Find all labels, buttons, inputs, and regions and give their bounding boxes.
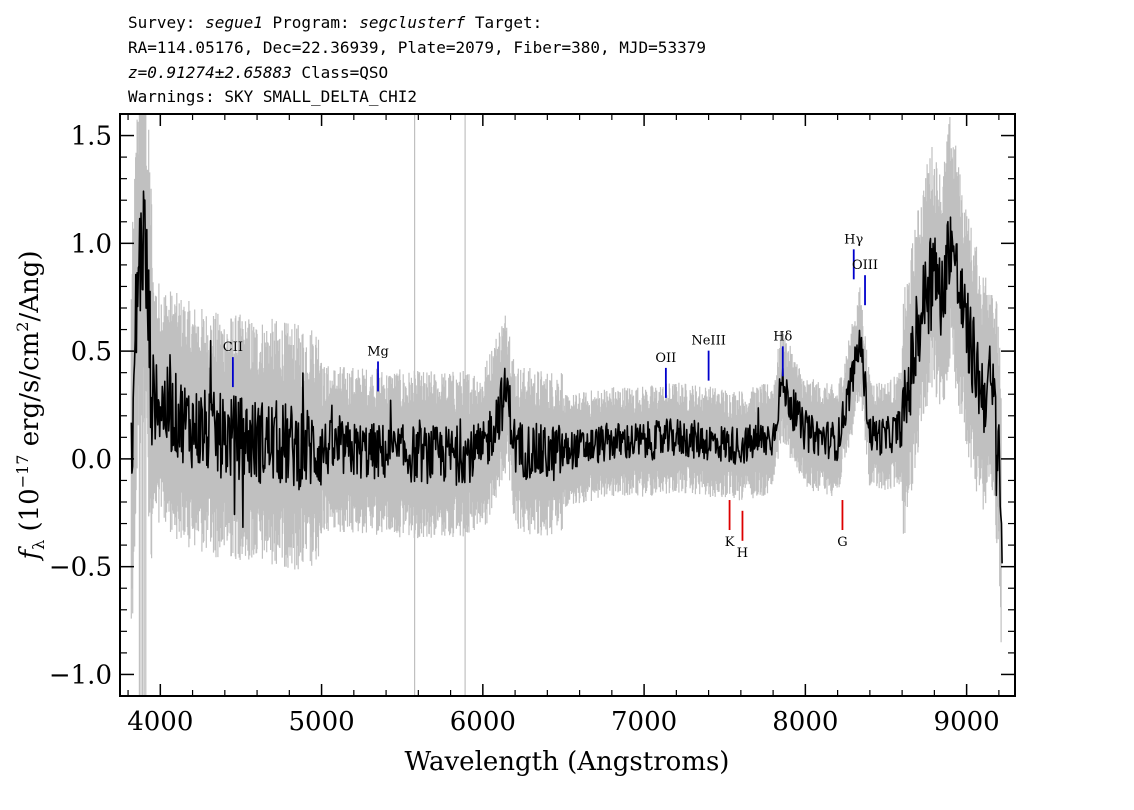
redshift-value: z=0.91274±2.65883: [128, 63, 292, 82]
line-label-hγ: Hγ: [844, 232, 863, 247]
line-label-oii: OII: [655, 351, 676, 366]
y-axis-title: fλ (10−17 erg/s/cm2/Ang): [13, 250, 48, 561]
header-line-3: z=0.91274±2.65883 Class=QSO: [128, 62, 388, 84]
line-label-k: K: [725, 535, 735, 550]
y-tick-label: 1.5: [71, 122, 112, 152]
program-label: Program:: [272, 13, 350, 32]
plot-frame: [119, 113, 1016, 697]
x-tick-label: 8000: [772, 707, 838, 737]
survey-label: Survey:: [128, 13, 196, 32]
line-label-hδ: Hδ: [773, 329, 792, 344]
program-name: segclusterf: [359, 13, 466, 32]
y-tick-label: 1.0: [71, 229, 112, 259]
x-tick-label: 7000: [611, 707, 677, 737]
line-label-mg: Mg: [367, 344, 389, 359]
line-label-h: H: [737, 546, 748, 561]
header-line-1: Survey: segue1 Program: segclusterf Targ…: [128, 12, 542, 34]
flux-line-group: [130, 190, 1003, 564]
y-tick-label: −0.5: [49, 553, 112, 583]
x-axis-title: Wavelength (Angstroms): [405, 747, 730, 777]
line-label-g: G: [837, 535, 847, 550]
line-markers-group: CII Mg OII NeIII Hδ Hγ OIII KH G: [223, 232, 878, 560]
x-tick-label: 6000: [450, 707, 516, 737]
x-tick-label: 5000: [288, 707, 354, 737]
header-line-2: RA=114.05176, Dec=22.36939, Plate=2079, …: [128, 38, 706, 57]
axis-ticks-group: 4000 5000 6000 7000 8000 9000 −1.0 −0.5 0.0 0.5 1.…: [49, 114, 1015, 737]
y-tick-label: −1.0: [49, 660, 112, 690]
y-tick-label: 0.5: [71, 337, 112, 367]
flux-line: [130, 190, 1003, 564]
line-label-neiii: NeIII: [691, 334, 725, 349]
line-label-cii: CII: [223, 340, 243, 355]
target-label: Target:: [474, 13, 543, 32]
y-tick-label: 0.0: [71, 445, 112, 475]
x-tick-label: 4000: [127, 707, 193, 737]
survey-name: segue1: [205, 13, 263, 32]
class-value: Class=QSO: [301, 63, 389, 82]
x-tick-label: 9000: [934, 707, 1000, 737]
header-warnings: Warnings: SKY SMALL_DELTA_CHI2: [128, 87, 417, 106]
line-label-oiii: OIII: [852, 258, 878, 273]
